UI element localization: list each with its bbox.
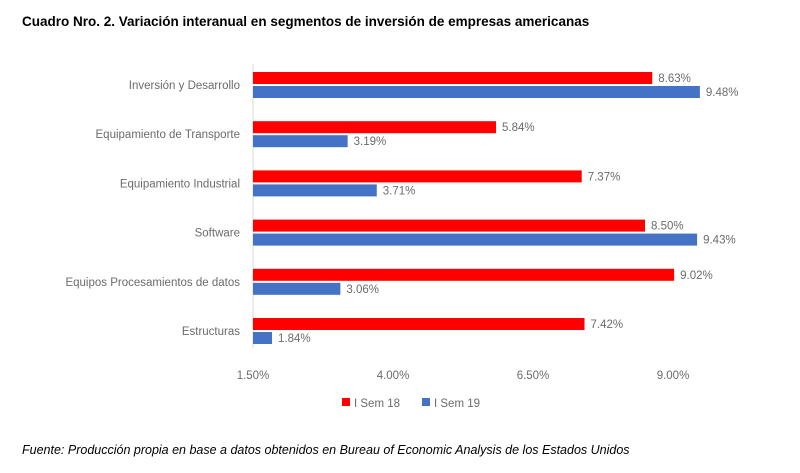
bar-sem18 xyxy=(253,318,585,330)
x-tick-label: 6.50% xyxy=(517,370,550,382)
data-label: 9.02% xyxy=(680,270,713,282)
data-label: 8.50% xyxy=(651,221,684,233)
legend-swatch xyxy=(342,398,350,406)
category-label: Equipamiento Industrial xyxy=(120,178,240,190)
data-label: 5.84% xyxy=(502,122,535,134)
data-label: 8.63% xyxy=(658,73,691,85)
data-label: 1.84% xyxy=(278,333,311,345)
bar-sem18 xyxy=(253,72,653,84)
data-label: 9.48% xyxy=(706,87,739,99)
bar-sem18 xyxy=(253,170,582,183)
data-label: 7.37% xyxy=(588,171,621,183)
legend-label: I Sem 18 xyxy=(354,398,400,410)
legend-swatch xyxy=(422,398,430,406)
source-note: Fuente: Producción propia en base a dato… xyxy=(22,443,630,457)
x-tick-label: 9.00% xyxy=(657,370,690,382)
bar-sem19 xyxy=(253,233,698,246)
bar-sem18 xyxy=(253,219,645,232)
bar-sem18 xyxy=(253,268,675,281)
chart-title: Cuadro Nro. 2. Variación interanual en s… xyxy=(22,14,590,29)
data-label: 3.06% xyxy=(346,284,379,296)
category-label: Equipamiento de Transporte xyxy=(96,129,240,141)
bar-sem19 xyxy=(253,332,273,344)
category-label: Software xyxy=(195,228,240,240)
data-label: 9.43% xyxy=(703,235,736,247)
category-label: Equipos Procesamientos de datos xyxy=(65,277,240,289)
data-label: 7.42% xyxy=(591,319,624,331)
data-label: 3.19% xyxy=(354,136,387,148)
data-label: 3.71% xyxy=(383,185,416,197)
x-tick-label: 4.00% xyxy=(377,370,410,382)
legend-label: I Sem 19 xyxy=(434,398,480,410)
bar-sem19 xyxy=(253,184,377,197)
bar-sem19 xyxy=(253,282,341,295)
bar-sem18 xyxy=(253,121,497,134)
x-tick-label: 1.50% xyxy=(237,370,270,382)
bar-sem19 xyxy=(253,135,348,148)
bar-sem19 xyxy=(253,86,700,98)
category-label: Estructuras xyxy=(182,326,240,338)
category-label: Inversión y Desarrollo xyxy=(129,80,240,92)
